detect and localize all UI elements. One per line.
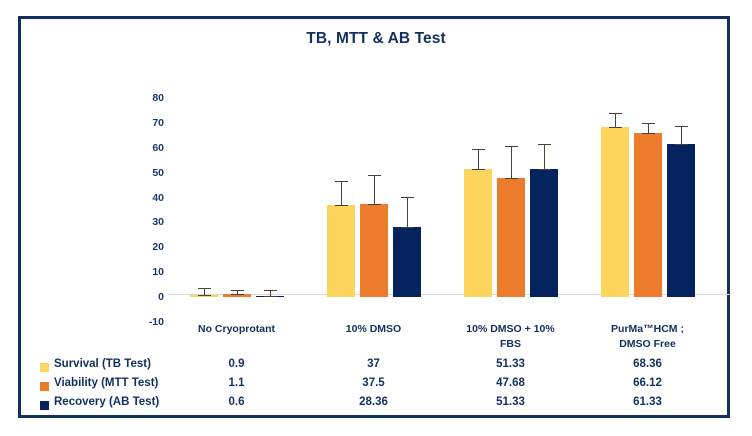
error-bar-cap-upper xyxy=(537,144,551,146)
error-bar-cap-lower xyxy=(674,144,688,146)
error-bar-cap-lower xyxy=(537,169,551,171)
error-bar-line xyxy=(647,122,649,133)
error-bar-line xyxy=(203,288,205,295)
table-cell-value: 68.36 xyxy=(633,358,662,370)
table-row: Survival (TB Test) 0.9 37 51.33 68.36 xyxy=(22,358,726,376)
table-cell-value: 61.33 xyxy=(633,396,662,408)
table-cell-value: 0.9 xyxy=(228,358,245,370)
y-axis-tick-label: 80 xyxy=(152,92,164,104)
page-title: TB, MTT & AB Test xyxy=(306,30,446,47)
table-cell-value: 51.33 xyxy=(496,396,525,408)
category-label-line: PurMa™HCM ; xyxy=(611,323,684,335)
error-bar-cap-lower xyxy=(608,126,622,128)
x-axis-category-label: 10% DMSO + 10% FBS xyxy=(442,322,579,352)
x-axis-category-label: No Cryoprotant xyxy=(168,322,305,337)
y-axis-tick-label: 60 xyxy=(152,141,164,154)
table-cell-value: 47.68 xyxy=(496,377,525,389)
error-bar-cap-lower xyxy=(263,295,277,297)
table-cell-value: 0.6 xyxy=(228,396,245,408)
bar xyxy=(326,205,355,298)
error-bar-cap-upper xyxy=(674,125,688,127)
x-axis-category-label: PurMa™HCM ; DMSO Free xyxy=(579,322,716,352)
error-bar-line xyxy=(340,181,342,206)
error-bar-cap-lower xyxy=(230,294,244,296)
category-label-line: FBS xyxy=(500,338,521,350)
table-cell-value: 66.12 xyxy=(633,377,662,389)
bar xyxy=(666,144,695,298)
error-bar-cap-lower xyxy=(334,205,348,207)
table-cell-value: 28.36 xyxy=(359,396,388,408)
error-bar-cap-upper xyxy=(641,122,655,124)
y-axis-ticks: 80 70 60 50 40 30 20 10 0 -10 xyxy=(128,92,164,328)
legend-swatch-icon xyxy=(40,382,49,391)
error-bar-cap-upper xyxy=(230,290,244,292)
error-bar-cap-upper xyxy=(504,146,518,148)
legend-series-label: Viability (MTT Test) xyxy=(54,377,159,389)
error-bar-line xyxy=(614,113,616,127)
category-label-line: 10% DMSO + 10% xyxy=(466,323,555,335)
zero-baseline xyxy=(168,294,730,295)
error-bar-line xyxy=(406,196,408,227)
legend-swatch-icon xyxy=(40,401,49,410)
legend-series-label: Survival (TB Test) xyxy=(54,358,151,370)
error-bar-cap-upper xyxy=(334,181,348,183)
y-axis-tick-label: 30 xyxy=(152,216,164,229)
y-axis-tick-label: 50 xyxy=(152,166,164,179)
error-bar-line xyxy=(236,290,238,295)
bar xyxy=(189,294,218,298)
legend-series-label: Recovery (AB Test) xyxy=(54,396,160,408)
error-bar-line xyxy=(680,125,682,145)
table-cell-value: 1.1 xyxy=(228,377,245,389)
error-bar-cap-upper xyxy=(608,113,622,115)
bar xyxy=(392,226,421,298)
error-bar-line xyxy=(543,144,545,170)
error-bar-cap-upper xyxy=(197,288,211,290)
category-label-line: DMSO Free xyxy=(619,338,676,350)
error-bar-cap-lower xyxy=(367,203,381,205)
y-axis-tick-label: 10 xyxy=(152,266,164,279)
error-bar-cap-lower xyxy=(504,178,518,180)
bar xyxy=(359,203,388,298)
plot-area xyxy=(168,98,716,322)
y-axis-tick-label: 20 xyxy=(152,241,164,254)
table-cell-value: 37.5 xyxy=(362,377,385,389)
error-bar-cap-upper xyxy=(471,149,485,151)
error-bar-cap-lower xyxy=(471,169,485,171)
bar xyxy=(222,294,251,298)
error-bar-cap-lower xyxy=(400,226,414,228)
table-cell-value: 37 xyxy=(367,358,380,370)
table-row: Viability (MTT Test) 1.1 37.5 47.68 66.12 xyxy=(22,377,726,395)
error-bar-line xyxy=(477,149,479,170)
category-label-line: No Cryoprotant xyxy=(198,323,275,335)
legend-swatch-icon xyxy=(40,363,49,372)
bar xyxy=(529,169,558,298)
y-axis-tick-label: 0 xyxy=(158,291,164,304)
error-bar-cap-lower xyxy=(641,132,655,134)
bar xyxy=(600,127,629,298)
x-axis-category-label: 10% DMSO xyxy=(305,322,442,337)
error-bar-line xyxy=(510,146,512,179)
y-axis-tick-label: -10 xyxy=(148,316,164,328)
error-bar-cap-upper xyxy=(263,290,277,292)
y-axis-tick-label: 70 xyxy=(152,116,164,129)
error-bar-line xyxy=(373,175,375,204)
x-axis-category-labels: No Cryoprotant 10% DMSO 10% DMSO + 10% FBS P… xyxy=(168,322,716,360)
error-bar-cap-lower xyxy=(197,294,211,296)
table-row: Recovery (AB Test) 0.6 28.36 51.33 61.33 xyxy=(22,396,726,414)
bar xyxy=(633,132,662,298)
bar xyxy=(496,178,525,298)
y-axis-tick-label: 40 xyxy=(152,191,164,204)
legend-data-table: Survival (TB Test) 0.9 37 51.33 68.36 Viabili… xyxy=(22,358,726,414)
error-bar-cap-upper xyxy=(367,175,381,177)
bar xyxy=(463,169,492,298)
error-bar-line xyxy=(269,290,271,296)
category-label-line: 10% DMSO xyxy=(345,323,402,335)
table-cell-value: 51.33 xyxy=(496,358,525,370)
error-bar-cap-upper xyxy=(400,196,414,198)
